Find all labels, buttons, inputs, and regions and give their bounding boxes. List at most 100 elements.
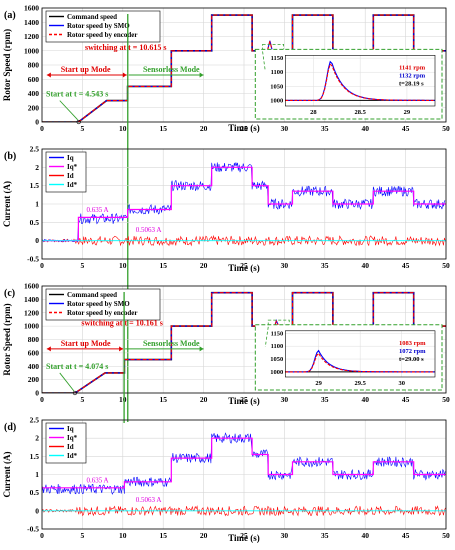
inset-axes-frame xyxy=(285,55,436,107)
x-tick-label: 10 xyxy=(119,124,127,133)
x-tick-label: 15 xyxy=(159,261,167,270)
legend-entry: Iq* xyxy=(67,163,78,171)
inset-peak-encoder: 1072 rpm xyxy=(399,348,426,355)
x-tick-label: 5 xyxy=(81,261,85,270)
y-tick-label: 0 xyxy=(35,236,39,245)
inset-x-tick-label: 28.5 xyxy=(354,109,366,116)
switching-annotation: switching at t = 10.161 s xyxy=(81,318,162,327)
x-tick-label: 20 xyxy=(200,261,208,270)
inset-x-tick-label: 29 xyxy=(315,380,322,387)
y-axis-label: Rotor Speed (rpm) xyxy=(2,29,12,101)
sensorless-mode-label: Sensorless Mode xyxy=(143,339,200,348)
x-tick-label: 50 xyxy=(442,395,450,404)
x-tick-label: 45 xyxy=(402,395,410,404)
x-tick-label: 30 xyxy=(281,261,289,270)
legend-entry: Rotor speed by encoder xyxy=(67,309,137,317)
inset-frame xyxy=(254,324,443,391)
y-tick-label: 1 xyxy=(35,200,39,209)
x-tick-label: 40 xyxy=(361,395,369,404)
y-tick-label: 1000 xyxy=(24,46,39,55)
start-marker xyxy=(76,119,81,125)
plot-area xyxy=(42,432,446,517)
legend-entry: Command speed xyxy=(67,13,117,21)
legend-entry: Command speed xyxy=(67,291,117,299)
start-marker xyxy=(72,390,78,396)
x-axis-label: Time (s) xyxy=(228,533,260,543)
y-tick-label: -0.5 xyxy=(27,525,39,534)
y-tick-label: 1.5 xyxy=(30,452,40,461)
sensorless-mode-label: Sensorless Mode xyxy=(143,65,200,74)
axes-frame xyxy=(41,148,447,260)
x-tick-label: 10 xyxy=(119,531,127,540)
inset-y-tick-label: 1000 xyxy=(270,97,283,104)
y-tick-label: 1000 xyxy=(24,322,39,331)
y-tick-label: 400 xyxy=(28,362,40,371)
panel-a: 0 5 10 15 20 25 30 35 40 45 50 0 200 400 600 800 1000 120… xyxy=(2,4,450,134)
legend-entry: Rotor speed by encoder xyxy=(67,31,137,39)
axes-frame xyxy=(41,419,447,530)
x-tick-label: 0 xyxy=(40,261,44,270)
x-axis-label: Time (s) xyxy=(228,263,260,273)
x-tick-label: 0 xyxy=(40,395,44,404)
x-tick-label: 25 xyxy=(240,261,248,270)
inset-y-tick-label: 1150 xyxy=(271,55,284,62)
legend-box xyxy=(45,288,161,321)
x-tick-label: 25 xyxy=(240,531,248,540)
inset-y-tick-label: 1050 xyxy=(270,356,283,363)
x-tick-label: 10 xyxy=(119,261,127,270)
iq-switch-annotation: 0.5063 A xyxy=(136,226,162,234)
y-tick-label: 2.5 xyxy=(30,416,40,425)
inset-y-tick-label: 1050 xyxy=(270,83,283,90)
x-tick-label: 50 xyxy=(442,124,450,133)
inset-peak-smo: 1083 rpm xyxy=(399,340,426,347)
iq-switch-annotation: 0.5063 A xyxy=(136,496,162,504)
y-tick-label: 1400 xyxy=(24,18,39,27)
x-tick-label: 15 xyxy=(159,395,167,404)
y-axis-label: Current (A) xyxy=(2,451,12,497)
series-line-id xyxy=(42,505,446,517)
y-tick-label: 0 xyxy=(35,118,39,127)
y-tick-label: 0.5 xyxy=(30,488,40,497)
x-tick-label: 35 xyxy=(321,395,329,404)
sensorless-arrowhead xyxy=(199,346,204,352)
inset-y-tick-label: 1100 xyxy=(271,343,284,350)
iq-start-annotation: 0.635 A xyxy=(86,206,108,214)
y-tick-label: 1 xyxy=(35,470,39,479)
x-tick-label: 45 xyxy=(402,261,410,270)
startup-arrowhead-left xyxy=(46,72,51,78)
startup-arrowhead-right xyxy=(122,72,127,78)
zoom-region xyxy=(262,43,284,52)
inset-x-tick-label: 28 xyxy=(310,109,317,116)
panel-label: (a) xyxy=(4,10,16,21)
axes-frame xyxy=(41,285,447,394)
y-tick-label: -0.5 xyxy=(27,255,39,264)
y-tick-label: 1200 xyxy=(24,32,39,41)
y-tick-label: 200 xyxy=(28,375,40,384)
panel-label: (d) xyxy=(4,422,16,433)
inset-x-tick-label: 29.5 xyxy=(354,380,366,387)
panel-label: (c) xyxy=(4,288,15,299)
inset-peak-encoder: 1132 rpm xyxy=(399,72,426,79)
iq-start-annotation: 0.635 A xyxy=(86,476,108,484)
x-tick-label: 5 xyxy=(81,395,85,404)
y-tick-label: 0 xyxy=(35,506,39,515)
series-line-iq-ref xyxy=(42,166,446,242)
legend-entry: Iq* xyxy=(67,434,78,442)
y-tick-label: 1.5 xyxy=(30,181,40,190)
y-tick-label: 0.5 xyxy=(30,218,40,227)
switching-annotation: switching at t = 10.615 s xyxy=(85,43,166,52)
x-tick-label: 20 xyxy=(200,124,208,133)
legend-box xyxy=(45,422,87,464)
y-tick-label: 800 xyxy=(28,335,40,344)
y-tick-label: 2 xyxy=(35,163,39,172)
panel-b: 0 5 10 15 20 25 30 35 40 45 50-0.500.511.522.5Time… xyxy=(2,145,450,274)
start-annotation: Start at t = 4.543 s xyxy=(46,89,108,98)
y-tick-label: 1600 xyxy=(24,4,39,13)
startup-mode-label: Start up Mode xyxy=(61,339,111,348)
x-tick-label: 15 xyxy=(159,531,167,540)
x-tick-label: 35 xyxy=(321,261,329,270)
y-tick-label: 600 xyxy=(28,348,40,357)
y-tick-label: 1400 xyxy=(24,295,39,304)
inset-y-tick-label: 1100 xyxy=(271,69,284,76)
